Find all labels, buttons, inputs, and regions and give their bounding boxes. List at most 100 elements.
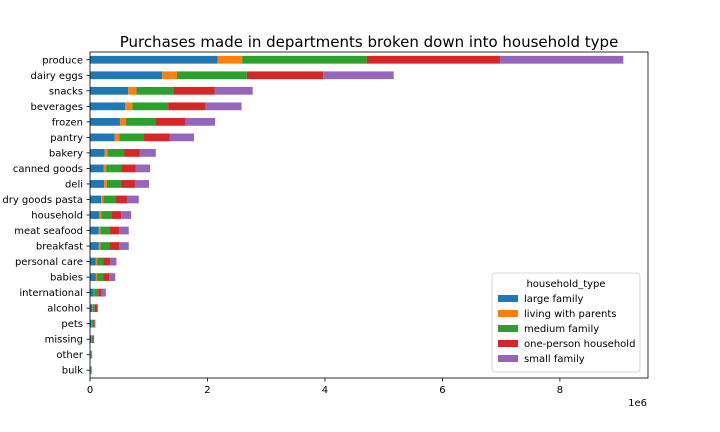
- bars-group: [90, 55, 624, 375]
- bar-segment: [173, 86, 215, 95]
- y-tick-label: dry goods pasta: [2, 195, 83, 206]
- y-tick-label: bulk: [62, 366, 83, 377]
- bar-segment: [90, 273, 96, 281]
- x-axis: 0 2 4 6 8: [87, 378, 563, 396]
- bar-segment: [95, 273, 98, 281]
- bar-segment: [90, 55, 218, 64]
- bar-segment: [135, 164, 151, 173]
- bar-segment: [125, 102, 133, 111]
- legend-swatch: [498, 340, 518, 347]
- bar-segment: [185, 117, 216, 126]
- bar-segment: [162, 71, 177, 80]
- bar-segment: [121, 211, 132, 219]
- bar-segment: [97, 257, 104, 266]
- bar-segment: [98, 242, 101, 250]
- legend-swatch: [498, 310, 518, 317]
- bar-segment: [107, 149, 125, 157]
- plot-frame: [89, 51, 649, 379]
- bar-segment: [134, 180, 150, 188]
- bar-segment: [99, 211, 102, 219]
- bar-segment: [90, 226, 99, 235]
- bar-segment: [114, 133, 120, 142]
- y-tick-label: missing: [45, 335, 83, 346]
- bar-segment: [90, 149, 105, 157]
- bar-segment: [103, 257, 110, 266]
- bar-segment: [90, 86, 129, 95]
- legend-swatch: [498, 295, 518, 302]
- x-tick-label: 8: [557, 385, 563, 396]
- bar-segment: [242, 55, 367, 64]
- bar-segment: [90, 242, 99, 250]
- x-tick-label: 4: [322, 385, 328, 396]
- legend-swatch: [498, 355, 518, 362]
- bar-segment: [90, 195, 102, 204]
- y-axis: produce dairy eggs snacks beverages frozen pa…: [2, 55, 90, 377]
- bar-segment: [90, 117, 120, 126]
- bar-segment: [139, 149, 156, 157]
- bar-segment: [101, 195, 104, 204]
- legend-swatch: [498, 325, 518, 332]
- bar-segment: [205, 102, 242, 111]
- bar-segment: [90, 257, 96, 266]
- bar-segment: [106, 180, 121, 188]
- y-tick-label: frozen: [52, 117, 83, 128]
- y-tick-label: pets: [61, 319, 83, 330]
- bar-segment: [119, 242, 129, 250]
- y-tick-label: breakfast: [36, 242, 83, 253]
- y-tick-label: personal care: [15, 257, 83, 268]
- legend-label: large family: [524, 294, 583, 305]
- bar-segment: [104, 180, 107, 188]
- legend-label: living with parents: [524, 309, 617, 320]
- bar-segment: [104, 149, 108, 157]
- bar-segment: [94, 288, 99, 297]
- bar-segment: [144, 133, 170, 142]
- bar-segment: [103, 273, 110, 281]
- bar-segment: [90, 164, 104, 173]
- bar-segment: [101, 211, 112, 219]
- bar-segment: [128, 86, 137, 95]
- bar-segment: [93, 335, 95, 344]
- bar-segment: [90, 102, 126, 111]
- x-axis-multiplier-label: 1e6: [628, 398, 647, 409]
- bar-segment: [119, 117, 126, 126]
- bar-segment: [111, 211, 122, 219]
- bar-segment: [90, 319, 92, 328]
- bar-segment: [109, 242, 120, 250]
- y-tick-label: deli: [65, 179, 83, 190]
- bar-segment: [97, 273, 104, 281]
- bar-segment: [176, 71, 247, 80]
- bar-segment: [90, 71, 163, 80]
- bar-segment: [90, 288, 94, 297]
- bar-segment: [90, 335, 92, 344]
- bar-segment: [119, 133, 145, 142]
- x-tick-label: 6: [439, 385, 445, 396]
- legend-box: [491, 272, 641, 373]
- bar-segment: [98, 288, 102, 297]
- y-tick-label: dairy eggs: [30, 71, 83, 82]
- bar-segment: [92, 319, 94, 328]
- y-tick-label: international: [19, 288, 83, 299]
- bar-segment: [101, 288, 106, 297]
- x-tick-label: 0: [87, 385, 93, 396]
- bar-segment: [103, 164, 107, 173]
- bar-segment: [169, 133, 194, 142]
- bar-segment: [90, 211, 100, 219]
- bar-segment: [90, 350, 92, 359]
- y-tick-label: beverages: [30, 102, 83, 113]
- bar-segment: [93, 288, 95, 297]
- bar-segment: [323, 71, 394, 80]
- bar-segment: [136, 86, 174, 95]
- x-tick-label: 2: [204, 385, 210, 396]
- legend-label: one-person household: [524, 339, 635, 350]
- bar-segment: [109, 273, 116, 281]
- bar-segment: [90, 180, 105, 188]
- bar-segment: [98, 226, 101, 235]
- y-tick-label: other: [56, 350, 84, 361]
- bar-segment: [217, 55, 243, 64]
- bar-segment: [94, 319, 96, 328]
- legend: household_type large family living with p…: [491, 272, 641, 373]
- y-tick-label: babies: [50, 273, 83, 284]
- bar-segment: [125, 117, 156, 126]
- bar-segment: [100, 242, 110, 250]
